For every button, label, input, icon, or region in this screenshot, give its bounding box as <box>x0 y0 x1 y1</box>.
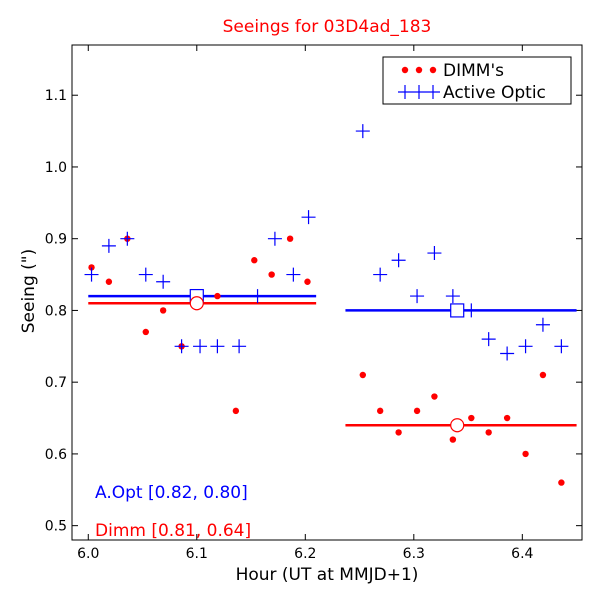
legend-marker-dot <box>415 66 423 74</box>
x-axis-label: Hour (UT at MMJD+1) <box>236 565 419 585</box>
aopt-point <box>481 332 496 347</box>
legend-box <box>382 56 572 105</box>
legend-label-dimm: DIMM's <box>443 61 504 81</box>
dimm-point <box>232 407 240 415</box>
aopt-point <box>535 317 550 332</box>
aopt-point <box>120 231 135 246</box>
dimm-point <box>558 479 565 486</box>
y-tick-label: 1.0 <box>45 160 67 176</box>
dimm-point <box>539 371 547 379</box>
x-tick-label: 6.4 <box>511 546 533 562</box>
y-tick-label: 0.8 <box>45 303 67 319</box>
aopt-point <box>84 267 99 282</box>
dimm-point <box>304 278 311 285</box>
legend-swatch-aopt <box>398 85 440 99</box>
legend-marker-dot <box>429 66 437 74</box>
y-tick-label: 0.6 <box>45 447 67 463</box>
x-tick-label: 6.0 <box>77 546 99 562</box>
legend-marker-dot <box>401 66 409 74</box>
aopt-point <box>156 274 171 289</box>
y-tick-label: 1.1 <box>45 88 67 104</box>
legend-marker-plus <box>426 85 440 99</box>
legend-label-aopt: Active Optic <box>443 83 546 103</box>
y-tick-label: 0.9 <box>45 232 67 248</box>
dimm-point <box>286 235 294 242</box>
dimm-point <box>142 328 149 336</box>
dimm-point <box>413 407 421 415</box>
plot-area: 6.0 6.1 6.2 6.3 6.4 0.5 0.6 0.7 0.8 0.9 1.0 1.1 A.Op… <box>45 44 583 562</box>
aopt-point <box>464 303 479 318</box>
dimm-point <box>88 264 95 271</box>
aopt-point <box>554 339 569 354</box>
legend-swatch-dimm <box>401 66 437 74</box>
aopt-point <box>193 339 208 354</box>
dimm-point <box>251 257 258 264</box>
aopt-point <box>410 289 425 304</box>
aopt-point <box>445 289 460 304</box>
mean-marker-dimm <box>450 418 465 433</box>
mean-marker-dimm <box>189 296 204 311</box>
aopt-point <box>101 238 116 253</box>
dimm-point <box>522 450 529 458</box>
y-axis-label: Seeing (") <box>19 249 39 334</box>
x-tick-label: 6.2 <box>294 546 316 562</box>
dimm-point <box>468 414 475 422</box>
aopt-point <box>210 339 225 354</box>
dimm-point <box>159 307 167 314</box>
dimm-point <box>485 429 492 436</box>
dimm-point <box>268 271 275 278</box>
dimm-point <box>359 371 367 379</box>
y-tick-label: 0.5 <box>45 519 67 535</box>
chart-title: Seeings for 03D4ad_183 <box>223 17 432 37</box>
mean-marker-aopt <box>450 303 465 318</box>
dimm-point <box>449 436 457 443</box>
annotation-dimm: Dimm [0.81, 0.64] <box>95 521 251 541</box>
aopt-point <box>286 267 301 282</box>
x-tick-label: 6.3 <box>403 546 425 562</box>
dimm-point <box>376 407 384 415</box>
annotation-aopt: A.Opt [0.82, 0.80] <box>95 483 248 503</box>
dimm-point <box>503 414 511 422</box>
aopt-point <box>267 231 282 246</box>
legend-marker-plus <box>398 85 412 99</box>
aopt-point <box>138 267 153 282</box>
aopt-point <box>250 289 265 304</box>
y-tick-label: 0.7 <box>45 375 67 391</box>
dimm-point <box>431 393 438 400</box>
dimm-point <box>395 429 402 436</box>
x-tick-label: 6.1 <box>186 546 208 562</box>
aopt-point <box>427 246 442 261</box>
aopt-point <box>174 339 189 354</box>
aopt-point <box>232 339 247 354</box>
aopt-point <box>391 253 406 268</box>
aopt-point <box>355 124 370 139</box>
aopt-point <box>373 267 388 282</box>
legend-marker-plus <box>412 85 426 99</box>
aopt-point <box>518 339 533 354</box>
aopt-point <box>500 346 515 361</box>
dimm-point <box>214 292 221 300</box>
dimm-point <box>105 278 113 285</box>
aopt-point <box>301 210 316 225</box>
plot-frame <box>71 44 583 541</box>
